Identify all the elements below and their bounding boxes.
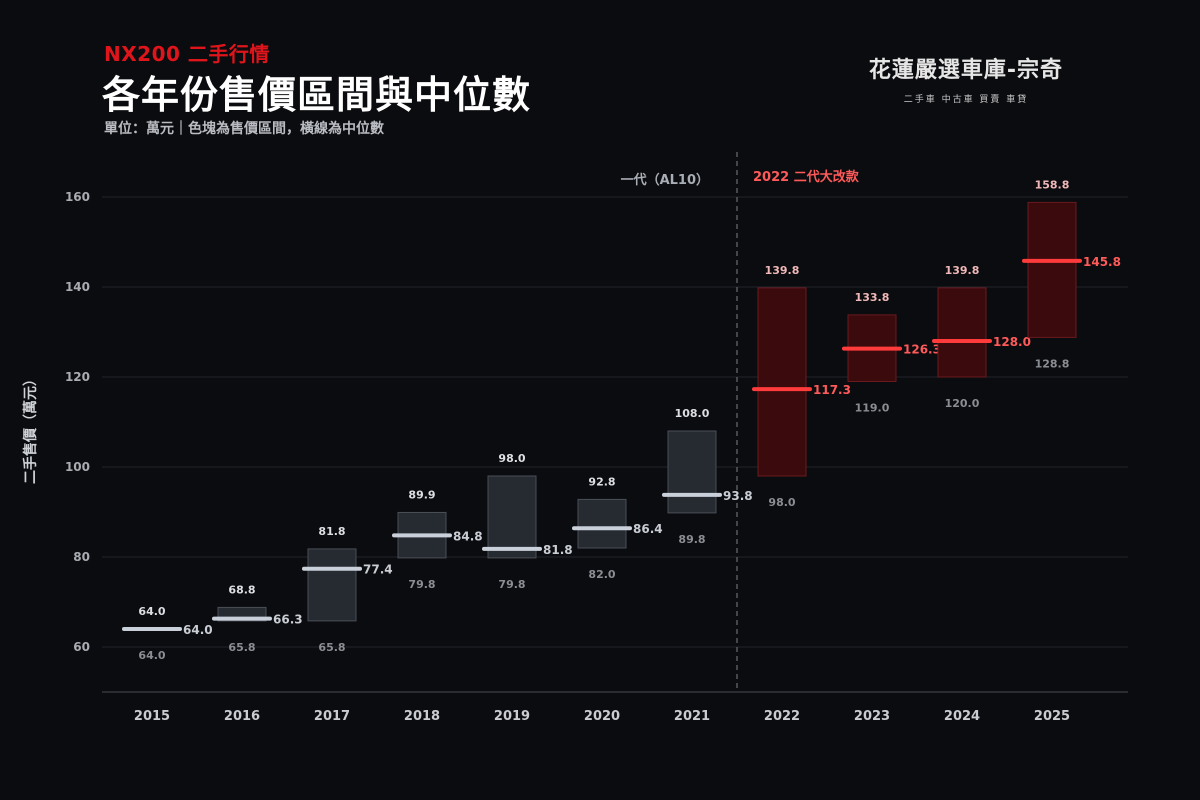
brand-tagline: 二手車 中古車 買賣 車貸	[903, 95, 1029, 105]
median-label-2019: 81.8	[543, 543, 573, 557]
median-label-2022: 117.3	[813, 383, 851, 397]
max-label-2020: 92.8	[588, 475, 615, 488]
x-tick-label-2024: 2024	[944, 709, 980, 724]
y-tick-label: 140	[65, 280, 90, 294]
min-label-2024: 120.0	[945, 397, 980, 410]
min-label-2016: 65.8	[228, 641, 255, 654]
max-label-2019: 98.0	[498, 452, 525, 465]
median-label-2020: 86.4	[633, 522, 663, 536]
min-label-2019: 79.8	[498, 578, 525, 591]
min-label-2017: 65.8	[318, 641, 345, 654]
x-tick-label-2019: 2019	[494, 709, 530, 724]
y-tick-label: 80	[73, 550, 90, 564]
chart-kicker: NX200 二手行情	[104, 42, 270, 66]
y-tick-label: 100	[65, 460, 90, 474]
max-label-2022: 139.8	[765, 264, 800, 277]
x-tick-label-2018: 2018	[404, 709, 440, 724]
y-tick-label: 120	[65, 370, 90, 384]
x-tick-label-2020: 2020	[584, 709, 620, 724]
max-label-2018: 89.9	[408, 488, 435, 501]
min-label-2021: 89.8	[678, 533, 705, 546]
y-tick-label: 60	[73, 640, 90, 654]
x-tick-label-2022: 2022	[764, 709, 800, 724]
min-label-2018: 79.8	[408, 578, 435, 591]
max-label-2015: 64.0	[138, 605, 165, 618]
max-label-2016: 68.8	[228, 583, 255, 596]
x-tick-label-2021: 2021	[674, 709, 710, 724]
max-label-2024: 139.8	[945, 264, 980, 277]
gen2-label: 2022 二代大改款	[753, 169, 860, 185]
range-box-2021	[667, 430, 717, 514]
min-label-2020: 82.0	[588, 568, 615, 581]
y-tick-label: 160	[65, 190, 90, 204]
median-label-2015: 64.0	[183, 623, 213, 637]
median-label-2021: 93.8	[723, 489, 753, 503]
max-label-2017: 81.8	[318, 525, 345, 538]
median-label-2018: 84.8	[453, 529, 483, 543]
range-box-2024	[937, 287, 987, 378]
range-box-2017	[307, 548, 357, 622]
x-tick-label-2015: 2015	[134, 709, 170, 724]
max-label-2021: 108.0	[675, 407, 710, 420]
range-box-2025	[1027, 201, 1077, 338]
min-label-2023: 119.0	[855, 402, 890, 415]
x-tick-label-2023: 2023	[854, 709, 890, 724]
chart-subtitle: 單位：萬元｜色塊為售價區間，橫線為中位數	[104, 121, 384, 137]
median-label-2024: 128.0	[993, 335, 1031, 349]
min-label-2022: 98.0	[768, 496, 795, 509]
median-label-2023: 126.3	[903, 343, 941, 357]
min-label-2015: 64.0	[138, 649, 165, 662]
chart-title: 各年份售價區間與中位數	[102, 73, 532, 117]
x-tick-label-2025: 2025	[1034, 709, 1070, 724]
min-label-2025: 128.8	[1035, 357, 1070, 370]
x-tick-label-2017: 2017	[314, 709, 350, 724]
brand-name: 花蓮嚴選車庫-宗奇	[868, 58, 1064, 83]
median-label-2017: 77.4	[363, 563, 393, 577]
max-label-2023: 133.8	[855, 291, 890, 304]
brand-logo: 花蓮嚴選車庫-宗奇 二手車 中古車 買賣 車貸	[846, 52, 1086, 105]
range-box-2022	[757, 287, 807, 477]
range-box-2020	[577, 498, 627, 549]
gen1-label: 一代（AL10）	[621, 172, 709, 188]
max-label-2025: 158.8	[1035, 178, 1070, 191]
range-box-2019	[487, 475, 537, 559]
median-label-2025: 145.8	[1083, 255, 1121, 269]
x-tick-label-2016: 2016	[224, 709, 260, 724]
median-label-2016: 66.3	[273, 613, 303, 627]
